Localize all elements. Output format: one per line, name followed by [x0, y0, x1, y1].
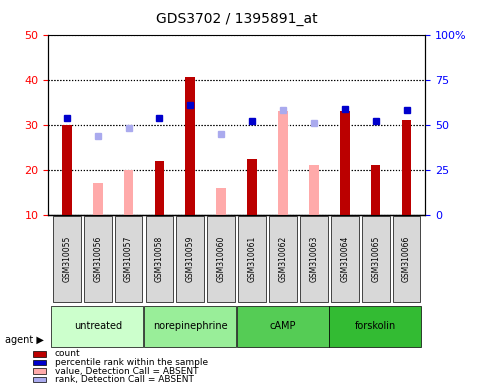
Text: GDS3702 / 1395891_at: GDS3702 / 1395891_at — [156, 12, 317, 26]
Text: GSM310064: GSM310064 — [340, 236, 349, 282]
Text: GSM310066: GSM310066 — [402, 236, 411, 282]
Text: cAMP: cAMP — [270, 321, 296, 331]
Text: value, Detection Call = ABSENT: value, Detection Call = ABSENT — [55, 367, 198, 376]
Bar — [309, 166, 319, 215]
Bar — [278, 111, 288, 215]
FancyBboxPatch shape — [269, 216, 297, 303]
Text: GSM310063: GSM310063 — [310, 236, 318, 282]
Text: GSM310056: GSM310056 — [93, 236, 102, 282]
Text: untreated: untreated — [73, 321, 122, 331]
Text: GSM310062: GSM310062 — [279, 236, 287, 282]
FancyBboxPatch shape — [207, 216, 235, 303]
Bar — [155, 161, 164, 215]
Text: GSM310065: GSM310065 — [371, 236, 380, 282]
Bar — [33, 360, 46, 365]
Bar — [216, 188, 226, 215]
FancyBboxPatch shape — [331, 216, 359, 303]
Text: GSM310058: GSM310058 — [155, 236, 164, 282]
Bar — [93, 184, 102, 215]
Text: GSM310055: GSM310055 — [62, 236, 71, 282]
Text: agent ▶: agent ▶ — [5, 335, 43, 345]
Text: percentile rank within the sample: percentile rank within the sample — [55, 358, 208, 367]
Text: rank, Detection Call = ABSENT: rank, Detection Call = ABSENT — [55, 375, 194, 384]
FancyBboxPatch shape — [144, 306, 236, 347]
Text: GSM310057: GSM310057 — [124, 236, 133, 282]
FancyBboxPatch shape — [51, 306, 143, 347]
Bar — [124, 170, 133, 215]
FancyBboxPatch shape — [362, 216, 389, 303]
Bar — [33, 377, 46, 382]
Text: forskolin: forskolin — [355, 321, 396, 331]
FancyBboxPatch shape — [300, 216, 328, 303]
Bar — [247, 159, 257, 215]
Text: count: count — [55, 349, 80, 358]
FancyBboxPatch shape — [238, 216, 266, 303]
FancyBboxPatch shape — [176, 216, 204, 303]
FancyBboxPatch shape — [145, 216, 173, 303]
Bar — [62, 125, 71, 215]
FancyBboxPatch shape — [53, 216, 81, 303]
Bar — [185, 78, 195, 215]
Text: GSM310061: GSM310061 — [248, 236, 256, 282]
FancyBboxPatch shape — [329, 306, 421, 347]
FancyBboxPatch shape — [393, 216, 420, 303]
Bar — [402, 120, 412, 215]
Bar — [340, 111, 350, 215]
FancyBboxPatch shape — [84, 216, 112, 303]
Bar — [371, 166, 381, 215]
Text: norepinephrine: norepinephrine — [153, 321, 227, 331]
Text: GSM310059: GSM310059 — [186, 236, 195, 282]
FancyBboxPatch shape — [237, 306, 329, 347]
Text: GSM310060: GSM310060 — [217, 236, 226, 282]
Bar — [33, 368, 46, 374]
FancyBboxPatch shape — [114, 216, 142, 303]
Bar — [33, 351, 46, 356]
